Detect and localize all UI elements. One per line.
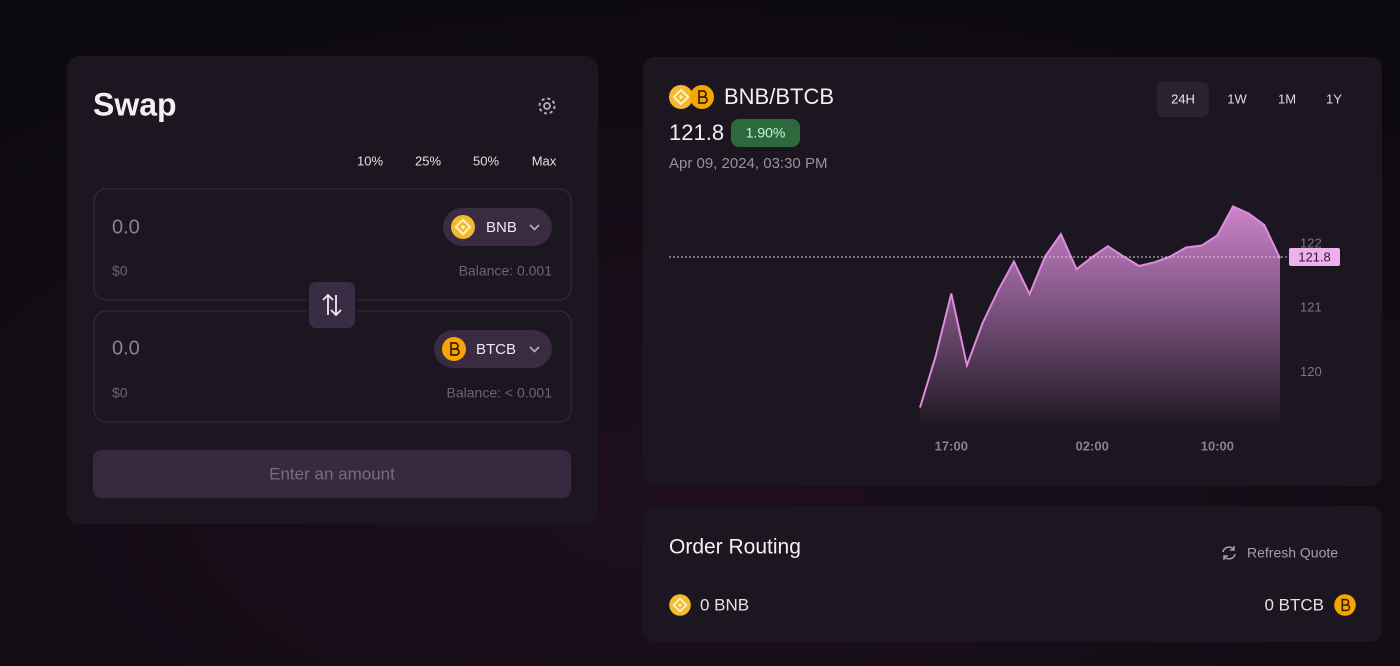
- token-name: BTCB: [476, 341, 516, 358]
- current-price-label: 121.8: [1298, 249, 1331, 264]
- chevron: [529, 224, 540, 231]
- refresh-button[interactable]: Refresh Quote: [1247, 545, 1338, 561]
- price-area: [920, 206, 1280, 430]
- usd-value: $0: [112, 385, 128, 401]
- price: 121.8: [669, 120, 724, 145]
- token-select[interactable]: [434, 330, 552, 368]
- routing-card: [643, 506, 1382, 642]
- date: Apr 09, 2024, 03:30 PM: [669, 155, 827, 172]
- current-price-tag: [1289, 248, 1340, 267]
- switch-button[interactable]: [307, 280, 357, 330]
- x-tick-label: 17:00: [935, 438, 968, 453]
- x-tick-label: 10:00: [1201, 438, 1234, 453]
- percent-button[interactable]: 10%: [357, 153, 383, 168]
- percent-button[interactable]: Max: [532, 153, 557, 168]
- percent-button[interactable]: 50%: [473, 153, 499, 168]
- timeframe-active: [1157, 82, 1209, 117]
- token-icon: [668, 593, 692, 617]
- swap-title: Swap: [93, 86, 177, 122]
- token-icon: [441, 336, 467, 362]
- settings-button[interactable]: [538, 97, 556, 115]
- timeframe-button[interactable]: 24H: [1171, 91, 1195, 106]
- token-icon: [1333, 593, 1357, 617]
- price-line: [919, 205, 1281, 408]
- pair-name: BNB/BTCB: [724, 84, 834, 109]
- price-chart: 120 121 122 17:00 02:00 10:00 121.8: [669, 205, 1340, 453]
- balance: Balance: < 0.001: [447, 385, 553, 401]
- submit-label: Enter an amount: [269, 464, 395, 483]
- refresh-icon[interactable]: [1222, 546, 1236, 560]
- timeframe-button[interactable]: 1W: [1227, 91, 1247, 106]
- percent-button[interactable]: 25%: [415, 153, 441, 168]
- balance: Balance: 0.001: [459, 263, 553, 279]
- chevron: [529, 346, 540, 353]
- routing-title: Order Routing: [669, 536, 801, 559]
- token-icon: [450, 214, 476, 240]
- usd-value: $0: [112, 263, 128, 279]
- timeframe-button[interactable]: 1M: [1278, 91, 1296, 106]
- token-icon: [668, 84, 694, 110]
- y-tick-label: 120: [1300, 364, 1322, 379]
- submit-button[interactable]: [93, 450, 571, 498]
- change-value: 1.90%: [746, 125, 786, 141]
- timeframe-button[interactable]: 1Y: [1326, 91, 1342, 106]
- x-tick-label: 02:00: [1076, 438, 1109, 453]
- y-tick-label: 122: [1300, 236, 1322, 251]
- route-from: 0 BNB: [700, 595, 749, 614]
- route-to: 0 BTCB: [1264, 595, 1324, 614]
- token-name: BNB: [486, 219, 517, 236]
- token-icon: [689, 84, 715, 110]
- y-tick-label: 121: [1300, 300, 1322, 315]
- amount-input[interactable]: 0.0: [112, 216, 140, 238]
- amount-input[interactable]: 0.0: [112, 337, 140, 359]
- change-badge: [731, 119, 800, 147]
